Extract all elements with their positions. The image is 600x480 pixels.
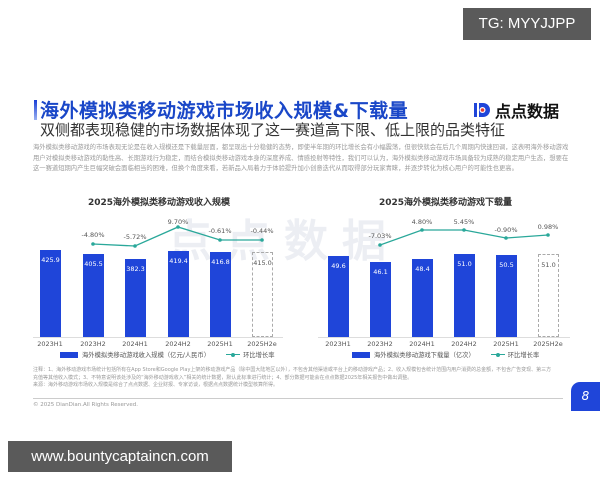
left-x-axis (33, 337, 283, 338)
page-number: 8 (571, 382, 600, 411)
right-legend: 海外模拟类移动游戏下载量（亿次） 环比增长率 (352, 350, 539, 359)
body-paragraph: 海外模拟类移动游戏的市场表现无论是在收入规模还是下载量层面，都呈现出十分稳健的态… (33, 144, 569, 172)
legend-bar-label: 海外模拟类移动游戏下载量（亿次） (374, 352, 475, 359)
left-bar-2025H2e: 415.0 (252, 252, 273, 337)
footer-divider (33, 398, 563, 399)
left-xlabel: 2025H2e (247, 340, 277, 348)
right-bar-2023H2: 46.1 (370, 262, 391, 337)
right-growth-label: -7.03% (368, 232, 392, 240)
right-growth-label: 5.45% (453, 218, 475, 226)
left-growth-label: -5.72% (123, 233, 147, 241)
right-bar-2025H1: 50.5 (496, 255, 517, 337)
right-bar-2025H2e: 51.0 (538, 254, 559, 337)
right-growth-label: -0.90% (494, 226, 518, 234)
right-bar-2024H1: 48.4 (412, 259, 433, 337)
diandian-logo: 点点数据 (473, 98, 559, 122)
left-bar-2025H1: 416.8 (210, 252, 231, 337)
logo-d-icon (473, 101, 491, 119)
watermark-site: www.bountycaptaincn.com (8, 441, 232, 472)
right-growth-label: 4.80% (411, 218, 433, 226)
legend-bar-label: 海外模拟类移动游戏收入规模（亿元/人民币） (82, 352, 211, 359)
right-x-axis (318, 337, 570, 338)
left-bar-2023H1: 425.9 (40, 250, 61, 337)
left-xlabel: 2023H2 (80, 340, 106, 348)
left-growth-label: 9.70% (167, 218, 189, 226)
logo-text: 点点数据 (495, 102, 560, 121)
left-legend: 海外模拟类移动游戏收入规模（亿元/人民币） 环比增长率 (60, 350, 275, 359)
legend-line-swatch (490, 352, 505, 357)
left-xlabel: 2024H1 (122, 340, 148, 348)
left-bar-2023H2: 405.5 (83, 254, 104, 337)
title-accent-bar (34, 100, 37, 120)
legend-bar-swatch (352, 351, 370, 358)
left-xlabel: 2025H1 (207, 340, 233, 348)
watermark-tag: TG: MYYJJPP (463, 8, 591, 40)
left-growth-label: -0.44% (250, 227, 274, 235)
legend-line-label: 环比增长率 (243, 352, 275, 359)
left-growth-label: -4.80% (81, 231, 105, 239)
page-title: 海外模拟类移动游戏市场收入规模&下载量 (40, 100, 409, 122)
legend-line-swatch (226, 352, 241, 357)
right-growth-label: 0.98% (537, 223, 559, 231)
legend-line-label: 环比增长率 (507, 352, 540, 359)
right-chart-title: 2025海外模拟类移动游戏下载量 (379, 198, 513, 208)
left-bar-2024H1: 382.3 (125, 259, 146, 337)
watermark-text: 点点数据 (168, 216, 400, 267)
report-slide (14, 88, 600, 418)
right-xlabel: 2023H2 (367, 340, 393, 348)
right-bar-2024H2: 51.0 (454, 254, 475, 337)
left-xlabel: 2024H2 (165, 340, 191, 348)
right-xlabel: 2024H2 (451, 340, 477, 348)
legend-bar-swatch (60, 351, 78, 358)
right-xlabel: 2023H1 (325, 340, 351, 348)
right-xlabel: 2024H1 (409, 340, 435, 348)
page-subtitle: 双侧都表现稳健的市场数据体现了这一赛道高下限、低上限的品类特征 (40, 121, 506, 139)
left-chart-title: 2025海外模拟类移动游戏收入规模 (88, 198, 231, 208)
right-xlabel: 2025H1 (493, 340, 519, 348)
left-growth-label: -0.61% (208, 227, 232, 235)
left-bar-2024H2: 419.4 (168, 251, 189, 337)
right-xlabel: 2025H2e (533, 340, 563, 348)
left-xlabel: 2023H1 (37, 340, 63, 348)
copyright: © 2025 DianDian.All Rights Reserved. (33, 402, 138, 408)
right-bar-2023H1: 49.6 (328, 256, 349, 337)
footnote: 注释：1、海外移动游戏市场统计包括所有在App Store和Google Pla… (33, 367, 552, 388)
